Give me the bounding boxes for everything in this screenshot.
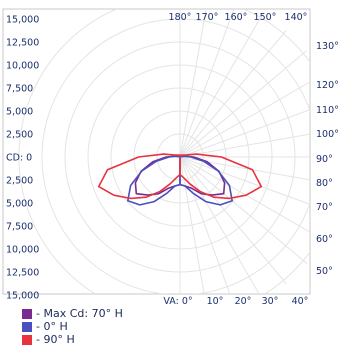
candela-tick-label: 5,000	[6, 199, 33, 210]
va-tick-top: 160°	[225, 12, 248, 23]
legend-label-max-cd: - Max Cd: 70° H	[36, 307, 123, 320]
va-tick-bottom: 10°	[207, 296, 224, 307]
candela-tick-label: 10,000	[6, 245, 39, 256]
legend-label-90h: - 90° H	[36, 333, 75, 346]
va-tick-top: 170°	[196, 12, 219, 23]
candela-tick-label: 10,000	[6, 61, 39, 72]
va-tick-right: 70°	[316, 202, 333, 213]
grid-radial	[179, 50, 308, 158]
va-tick-bottom: VA: 0°	[163, 296, 192, 307]
legend-swatch-90h	[22, 334, 32, 345]
legend-swatch-0h	[22, 321, 32, 332]
candela-tick-label: CD: 0	[6, 153, 32, 164]
legend-label-0h: - 0° H	[36, 320, 68, 333]
candela-tick-label: 15,000	[6, 291, 39, 302]
grid-radial	[179, 29, 287, 158]
va-tick-bottom: 20°	[235, 296, 252, 307]
va-tick-right: 90°	[316, 154, 333, 165]
grid-circle	[18, 9, 310, 294]
candela-tick-label: 2,500	[6, 176, 33, 187]
axis-labels: 15,000 12,500 10,000 7,500 5,000 2,500 CD: 0 2,…	[6, 12, 339, 307]
grid-radial	[179, 9, 207, 158]
va-tick-right: 130°	[316, 41, 339, 52]
grid-radial	[179, 156, 287, 285]
candela-tick-label: 15,000	[6, 15, 39, 26]
candela-tick-label: 12,500	[6, 38, 39, 49]
legend-swatch-max-cd	[22, 308, 32, 319]
va-tick-top: 180°	[169, 12, 192, 23]
va-tick-top: 150°	[254, 12, 277, 23]
intensity-curves	[97, 153, 263, 206]
curve-series-2	[97, 153, 263, 200]
va-tick-bottom: 40°	[292, 296, 309, 307]
grid-radial	[179, 156, 205, 294]
va-tick-right: 80°	[316, 178, 333, 189]
legend-item-90h: - 90° H	[22, 333, 123, 346]
grid-radial	[179, 156, 308, 264]
va-tick-right: 120°	[316, 80, 339, 91]
va-tick-right: 110°	[316, 105, 339, 116]
va-tick-right: 60°	[316, 234, 333, 245]
candela-tick-label: 12,500	[6, 268, 39, 279]
grid-radial	[179, 156, 310, 205]
grid-radial	[179, 156, 310, 233]
grid-radial	[179, 133, 310, 158]
legend-item-max-cd: - Max Cd: 70° H	[22, 307, 123, 320]
candela-tick-label: 7,500	[6, 222, 33, 233]
grid-radial	[179, 13, 264, 158]
va-tick-right: 100°	[316, 129, 339, 140]
candela-tick-label: 5,000	[6, 107, 33, 118]
grid-radial	[179, 156, 260, 294]
grid-radial	[179, 81, 310, 158]
legend-item-0h: - 0° H	[22, 320, 123, 333]
va-tick-top: 140°	[285, 12, 308, 23]
va-tick-bottom: 30°	[262, 296, 279, 307]
va-tick-right: 50°	[316, 266, 333, 277]
candela-tick-label: 2,500	[6, 130, 33, 141]
grid-radial	[179, 9, 235, 158]
candela-tick-label: 7,500	[6, 84, 33, 95]
grid-radial	[179, 109, 310, 158]
legend: - Max Cd: 70° H - 0° H - 90° H	[22, 307, 123, 346]
